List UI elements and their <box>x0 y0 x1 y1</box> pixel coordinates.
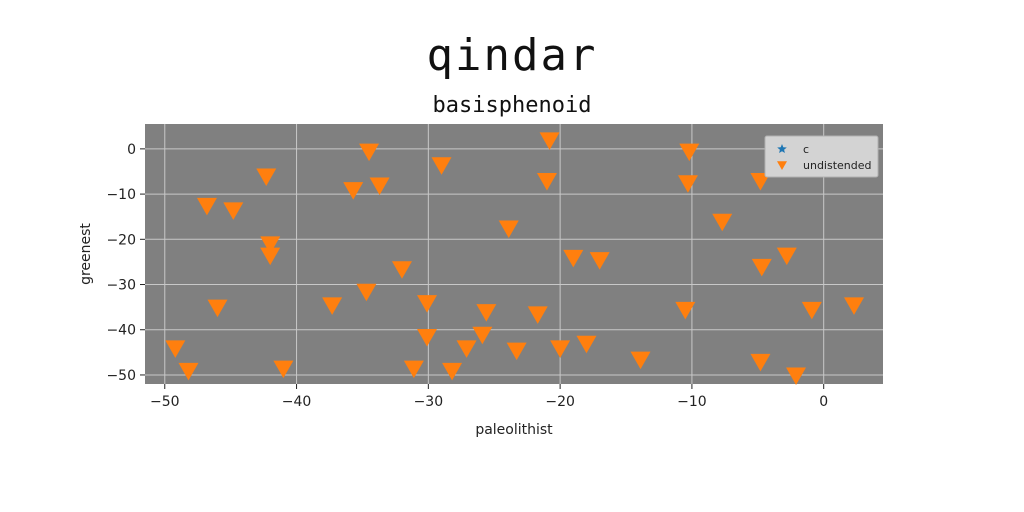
data-points <box>165 132 865 385</box>
data-point-undistended <box>260 247 281 266</box>
data-point-undistended <box>178 362 199 381</box>
data-point-undistended <box>431 157 452 175</box>
chart-title: qindar <box>426 30 598 81</box>
data-point-undistended <box>675 301 696 320</box>
data-point-undistended <box>801 301 822 320</box>
data-point-undistended <box>589 252 610 270</box>
data-point-undistended <box>751 258 772 277</box>
data-point-undistended <box>403 360 424 379</box>
data-point-undistended <box>165 340 186 358</box>
legend-marker-undistended <box>777 161 787 170</box>
data-point-undistended <box>527 306 548 324</box>
x-tick-label: −30 <box>414 394 444 410</box>
data-point-undistended <box>476 304 497 322</box>
legend-label-c: c <box>803 143 809 156</box>
data-point-undistended <box>223 202 244 220</box>
data-point-undistended <box>322 297 343 315</box>
data-point-undistended <box>576 335 597 354</box>
data-point-undistended <box>550 340 571 358</box>
data-point-undistended <box>539 132 560 150</box>
data-point-undistended <box>356 283 377 302</box>
data-point-undistended <box>750 173 771 191</box>
data-point-undistended <box>498 220 519 238</box>
x-axis-ticks: −50 −40 −30 −20 −10 0 <box>150 384 828 410</box>
data-point-undistended <box>506 342 527 361</box>
y-tick-label: −20 <box>106 232 136 248</box>
y-axis-label: greenest <box>78 223 94 285</box>
data-point-undistended <box>196 197 217 216</box>
y-axis-ticks: 0 −10 −20 −30 −40 −50 <box>106 142 145 384</box>
data-point-undistended <box>750 353 771 372</box>
data-point-undistended <box>712 213 733 232</box>
x-tick-label: 0 <box>819 394 828 410</box>
data-point-undistended <box>369 177 390 196</box>
data-point-undistended <box>207 299 228 318</box>
x-tick-label: −10 <box>677 394 707 410</box>
y-tick-label: −30 <box>106 278 136 294</box>
x-axis-label: paleolithist <box>475 422 553 438</box>
y-tick-label: −10 <box>106 187 136 203</box>
x-tick-label: −20 <box>545 394 575 410</box>
data-point-undistended <box>417 329 438 347</box>
data-point-undistended <box>776 247 797 266</box>
data-point-undistended <box>456 340 477 358</box>
data-point-undistended <box>472 326 493 345</box>
data-point-undistended <box>630 351 651 370</box>
legend: c undistended <box>764 135 879 178</box>
data-point-undistended <box>679 143 700 162</box>
legend-label-undistended: undistended <box>803 159 872 172</box>
x-tick-label: −40 <box>282 394 312 410</box>
data-point-undistended <box>536 173 557 191</box>
legend-marker-c <box>777 144 787 153</box>
data-point-undistended <box>343 182 364 200</box>
x-tick-label: −50 <box>150 394 180 410</box>
data-point-undistended <box>260 236 281 254</box>
data-point-undistended <box>442 362 463 381</box>
legend-items: c undistended <box>777 143 872 172</box>
grid <box>145 124 883 384</box>
y-tick-label: −50 <box>106 368 136 384</box>
data-point-undistended <box>677 175 698 193</box>
data-point-undistended <box>844 297 865 315</box>
data-point-undistended <box>391 261 412 279</box>
data-point-undistended <box>273 360 294 379</box>
data-point-undistended <box>417 295 438 313</box>
chart-subtitle: basisphenoid <box>432 93 592 118</box>
data-point-undistended <box>786 367 807 385</box>
y-tick-label: −40 <box>106 323 136 339</box>
data-point-undistended <box>359 143 380 162</box>
y-tick-label: 0 <box>127 142 136 158</box>
legend-box <box>764 135 879 178</box>
data-point-undistended <box>563 249 584 268</box>
data-point-undistended <box>256 168 277 186</box>
